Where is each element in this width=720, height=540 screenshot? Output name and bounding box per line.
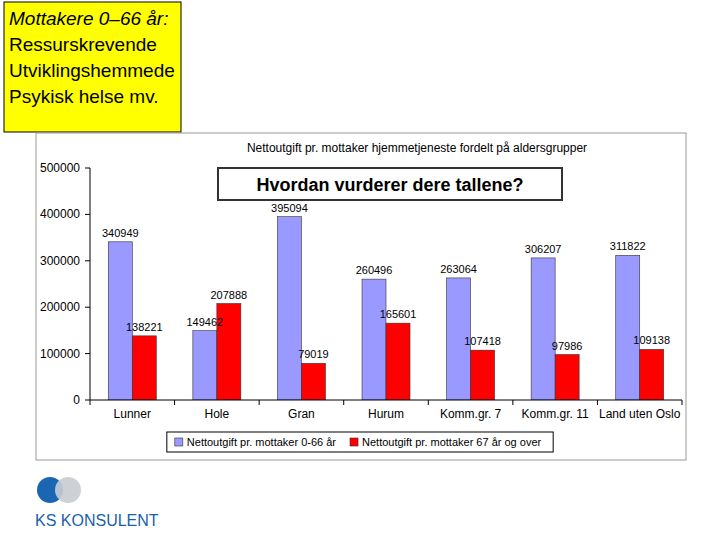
- bar: [531, 258, 555, 400]
- panel-line: Utviklingshemmede: [9, 60, 175, 81]
- logo-text: KS KONSULENT: [35, 512, 159, 529]
- data-label: 165601: [380, 308, 417, 320]
- x-tick-label: Lunner: [114, 407, 151, 421]
- x-tick: [597, 400, 598, 405]
- y-tick: [85, 214, 90, 215]
- y-tick-label: 500000: [40, 161, 80, 175]
- x-tick: [512, 400, 513, 405]
- x-axis: [90, 400, 682, 401]
- data-label: 97986: [552, 340, 583, 352]
- y-tick: [85, 260, 90, 261]
- data-labels: 340949 149462 395094 260496 263064 306207 3118…: [102, 202, 670, 361]
- bar: [362, 279, 386, 400]
- y-tick: [85, 400, 90, 401]
- y-tick-label: 200000: [40, 300, 80, 314]
- data-label: 207888: [210, 289, 247, 301]
- chart-title: Nettoutgift pr. mottaker hjemmetjeneste …: [247, 141, 587, 155]
- x-tick-label: Hurum: [368, 407, 404, 421]
- bar: [277, 217, 301, 400]
- data-label: 311822: [610, 240, 646, 252]
- x-tick: [343, 400, 344, 405]
- bar: [555, 355, 579, 400]
- bar: [386, 323, 410, 400]
- bar: [471, 350, 495, 400]
- y-tick: [85, 353, 90, 354]
- bar: [640, 349, 664, 400]
- data-label: 395094: [271, 202, 308, 214]
- y-tick-label: 0: [73, 393, 80, 407]
- data-label: 263064: [440, 263, 477, 275]
- legend-swatch: [350, 438, 358, 446]
- chart-frame: [36, 133, 686, 460]
- legend: Nettoutgift pr. mottaker 0-66 år Nettoutg…: [167, 432, 553, 452]
- data-label: 109138: [633, 334, 670, 346]
- x-tick-label: Land uten Oslo: [599, 407, 681, 421]
- y-axis: [90, 168, 91, 400]
- annotation-box: [218, 168, 562, 200]
- data-label: 79019: [298, 348, 329, 360]
- data-label: 149462: [186, 316, 223, 328]
- logo-circle: [55, 477, 81, 503]
- bar: [616, 255, 640, 400]
- legend-label: Nettoutgift pr. mottaker 67 år og over: [362, 436, 541, 448]
- x-tick-label: Gran: [288, 407, 315, 421]
- y-tick-label: 300000: [40, 254, 80, 268]
- data-label: 340949: [102, 227, 139, 239]
- data-label: 107418: [464, 335, 501, 347]
- data-label: 260496: [356, 264, 393, 276]
- legend-label: Nettoutgift pr. mottaker 0-66 år: [187, 436, 337, 448]
- y-tick-label: 400000: [40, 207, 80, 221]
- panel-line: Ressurskrevende: [9, 34, 157, 55]
- y-tick-label: 100000: [40, 347, 80, 361]
- page: Mottakere 0–66 år: Ressurskrevende Utvikli…: [0, 0, 720, 540]
- x-tick: [682, 400, 683, 405]
- bar: [193, 331, 217, 400]
- x-tick: [174, 400, 175, 405]
- y-tick: [85, 307, 90, 308]
- panel-box: [4, 2, 181, 132]
- legend-swatch: [175, 438, 183, 446]
- annotation: Hvordan vurderer dere tallene?: [256, 175, 523, 195]
- x-tick: [428, 400, 429, 405]
- bar: [132, 336, 156, 400]
- x-tick-label: Komm.gr. 7: [440, 407, 502, 421]
- bar: [301, 363, 325, 400]
- data-label: 138221: [126, 321, 163, 333]
- x-tick-label: Hole: [205, 407, 230, 421]
- legend-box: [167, 432, 553, 452]
- data-label: 306207: [525, 243, 562, 255]
- y-tick: [85, 168, 90, 169]
- panel-line: Psykisk helse mv.: [9, 86, 159, 107]
- x-tick: [259, 400, 260, 405]
- x-tick: [90, 400, 91, 405]
- panel-line: Mottakere 0–66 år:: [9, 8, 168, 29]
- bars: [108, 217, 663, 400]
- background: [0, 0, 720, 540]
- x-tick-label: Komm.gr. 11: [522, 407, 589, 421]
